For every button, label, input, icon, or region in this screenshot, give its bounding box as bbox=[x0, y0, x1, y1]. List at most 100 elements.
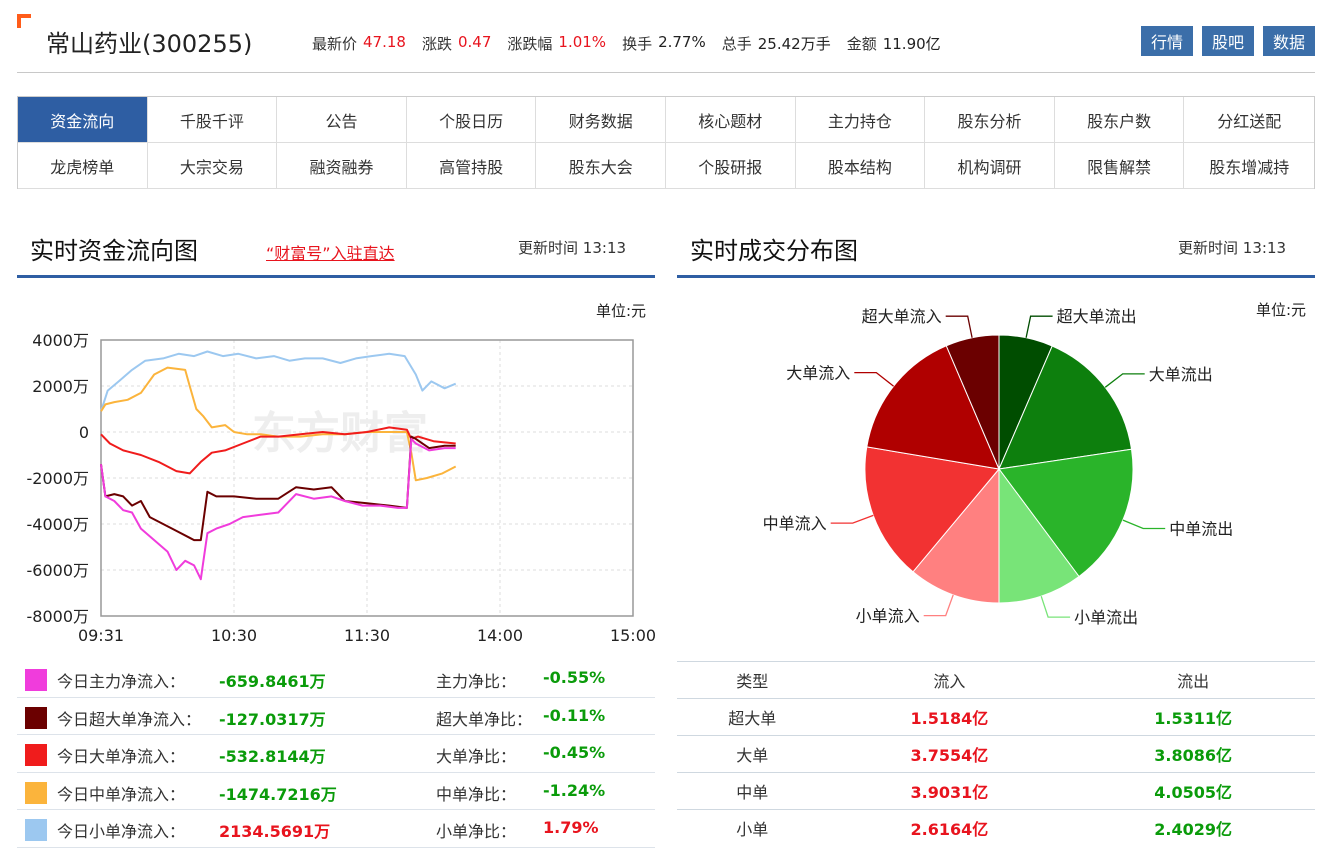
pie-label: 小单流入 bbox=[856, 607, 920, 626]
fund-flow-legend: 今日主力净流入： -659.8461万 主力净比： -0.55% 今日超大单净流入： -1… bbox=[17, 660, 655, 848]
row-in: 3.9031亿 bbox=[827, 772, 1072, 810]
fund-flow-line-chart: 4000万 2000万 0 -2000万 -4000万 -6000万 -8000万09:31… bbox=[27, 331, 657, 645]
deal-distribution-title: 实时成交分布图 bbox=[690, 237, 858, 265]
caifuhao-link[interactable]: “财富号”入驻直达 bbox=[266, 244, 395, 263]
nav-item[interactable]: 分红送配 bbox=[1184, 97, 1314, 143]
forum-button[interactable]: 股吧 bbox=[1202, 26, 1254, 56]
quote-value-price: 47.18 bbox=[363, 33, 406, 51]
nav-item[interactable]: 机构调研 bbox=[925, 143, 1055, 189]
nav-item[interactable]: 公告 bbox=[277, 97, 407, 143]
nav-item[interactable]: 股本结构 bbox=[795, 143, 926, 189]
pie-slice bbox=[945, 334, 1000, 470]
data-button[interactable]: 数据 bbox=[1263, 26, 1315, 56]
quote-value-amount: 11.90亿 bbox=[882, 35, 941, 53]
x-tick-label: 10:30 bbox=[211, 626, 257, 645]
nav-item[interactable]: 融资融券 bbox=[277, 143, 407, 189]
nav-item[interactable]: 股东大会 bbox=[536, 143, 666, 189]
pie-slice bbox=[998, 467, 1080, 604]
col-out: 流出 bbox=[1071, 661, 1315, 699]
pie-label: 中单流入 bbox=[763, 514, 827, 533]
quote-value-turnover: 2.77% bbox=[658, 33, 706, 51]
y-tick-label: -2000万 bbox=[27, 469, 90, 488]
nav-item[interactable]: 高管持股 bbox=[406, 143, 537, 189]
pie-connector bbox=[1025, 315, 1053, 338]
market-button[interactable]: 行情 bbox=[1141, 26, 1193, 56]
pie-connector bbox=[1122, 519, 1166, 530]
nav-item[interactable]: 资金流向 bbox=[18, 97, 148, 143]
quote-value-pct: 1.01% bbox=[558, 33, 607, 51]
series-line bbox=[100, 426, 456, 475]
y-tick-label: 0 bbox=[79, 423, 89, 442]
x-tick-label: 15:00 bbox=[610, 626, 656, 645]
nav-item[interactable]: 千股千评 bbox=[147, 97, 278, 143]
y-tick-label: -4000万 bbox=[27, 515, 90, 534]
deal-distribution-update: 更新时间 13:13 bbox=[1178, 237, 1286, 258]
pie-slice bbox=[998, 448, 1134, 578]
quote-value-change: 0.47 bbox=[457, 33, 492, 51]
quote-label-price: 最新价 bbox=[312, 35, 358, 53]
legend-name: 今日大单净流入： bbox=[57, 747, 186, 766]
nav-item[interactable]: 大宗交易 bbox=[147, 143, 278, 189]
nav-item[interactable]: 财务数据 bbox=[536, 97, 666, 143]
x-tick-label: 11:30 bbox=[344, 626, 390, 645]
nav-item[interactable]: 个股日历 bbox=[406, 97, 537, 143]
header-divider bbox=[17, 72, 1315, 73]
table-row: 大单 3.7554亿 3.8086亿 bbox=[677, 735, 1315, 773]
pie-label: 小单流出 bbox=[1074, 608, 1138, 627]
legend-swatch bbox=[25, 819, 47, 841]
legend-row: 今日中单净流入： -1474.7216万 中单净比： -1.24% bbox=[17, 773, 655, 810]
deal-distribution-unit: 单位:元 bbox=[1256, 301, 1307, 319]
update-time: 13:13 bbox=[1242, 239, 1287, 257]
row-in: 3.7554亿 bbox=[827, 735, 1072, 773]
y-tick-label: -8000万 bbox=[27, 607, 90, 626]
col-in: 流入 bbox=[827, 661, 1072, 699]
nav-item[interactable]: 股东增减持 bbox=[1184, 143, 1314, 189]
row-in: 1.5184亿 bbox=[827, 698, 1072, 736]
nav-item[interactable]: 股东户数 bbox=[1054, 97, 1185, 143]
nav-item[interactable]: 股东分析 bbox=[925, 97, 1055, 143]
update-time: 13:13 bbox=[582, 239, 627, 257]
corner-mark-icon bbox=[17, 14, 31, 28]
fund-flow-underline bbox=[17, 275, 655, 278]
nav-item[interactable]: 核心题材 bbox=[666, 97, 796, 143]
update-label: 更新时间 bbox=[518, 239, 579, 257]
row-out: 1.5311亿 bbox=[1071, 698, 1315, 736]
quote-label-change: 涨跌 bbox=[421, 35, 452, 53]
legend-swatch bbox=[25, 706, 47, 729]
table-row: 小单 2.6164亿 2.4029亿 bbox=[677, 809, 1315, 847]
quote-label-volume: 总手 bbox=[721, 35, 752, 53]
row-out: 2.4029亿 bbox=[1071, 809, 1315, 847]
pie-connector bbox=[854, 371, 895, 387]
x-tick-label: 14:00 bbox=[477, 626, 523, 645]
legend-ratio: 1.79% bbox=[543, 818, 599, 837]
pie-slice bbox=[866, 345, 1000, 470]
quote-label-amount: 金额 bbox=[846, 35, 877, 53]
pie-label: 超大单流出 bbox=[1057, 307, 1137, 326]
pie-connector bbox=[1040, 595, 1071, 618]
table-row: 超大单 1.5184亿 1.5311亿 bbox=[677, 698, 1315, 736]
legend-ratio-name: 中单净比： bbox=[436, 784, 517, 804]
legend-value: -127.0317万 bbox=[219, 709, 326, 729]
plot-frame bbox=[100, 339, 634, 617]
legend-ratio-name: 主力净比： bbox=[436, 672, 517, 691]
table-row: 中单 3.9031亿 4.0505亿 bbox=[677, 772, 1315, 810]
nav-item[interactable]: 主力持仓 bbox=[795, 97, 926, 143]
series-line bbox=[100, 350, 457, 412]
pie-slice bbox=[864, 446, 1000, 573]
quote-label-turnover: 换手 bbox=[622, 35, 653, 53]
legend-ratio-name: 超大单净比： bbox=[436, 709, 533, 729]
deal-table: 类型 流入 流出 超大单 1.5184亿 1.5311亿 大单 3.7554亿 3.80… bbox=[677, 661, 1315, 847]
nav-item[interactable]: 个股研报 bbox=[666, 143, 796, 189]
update-label: 更新时间 bbox=[1178, 239, 1239, 257]
series-line bbox=[100, 366, 457, 482]
pie-label: 大单流出 bbox=[1149, 365, 1213, 384]
quote-value-volume: 25.42万手 bbox=[757, 35, 831, 53]
legend-ratio: -0.45% bbox=[543, 743, 606, 762]
legend-ratio-name: 小单净比： bbox=[436, 822, 517, 841]
legend-row: 今日超大单净流入： -127.0317万 超大单净比： -0.11% bbox=[17, 698, 655, 735]
nav-item[interactable]: 龙虎榜单 bbox=[18, 143, 148, 189]
pie-slice bbox=[998, 345, 1133, 470]
pie-label: 超大单流入 bbox=[862, 307, 942, 326]
col-type: 类型 bbox=[677, 661, 828, 699]
nav-item[interactable]: 限售解禁 bbox=[1054, 143, 1185, 189]
